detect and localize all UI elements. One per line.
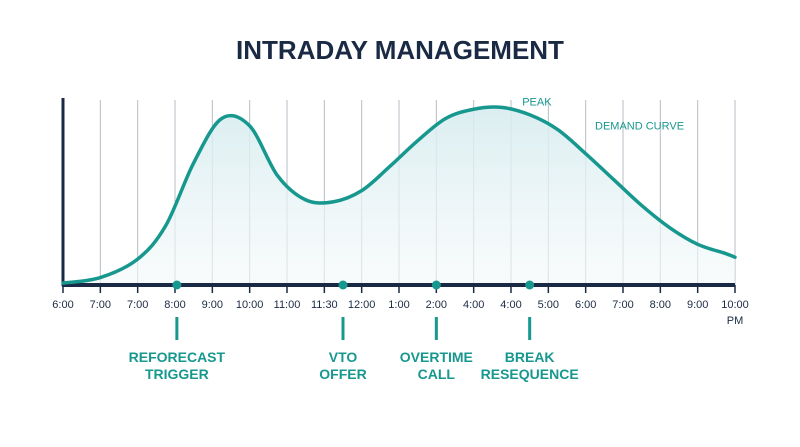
x-tick-label: 11:00 — [274, 299, 301, 311]
x-tick-label: 8:00 — [650, 299, 671, 311]
x-tick-suffix: PM — [727, 315, 744, 327]
x-tick-label: 7:00 — [612, 299, 633, 311]
x-tick-label: 11:30 — [311, 299, 338, 311]
x-tick-label: 5:00 — [538, 299, 559, 311]
event-marker-label: BREAK — [505, 349, 555, 365]
x-tick-label: 10:00 — [236, 299, 264, 311]
x-tick-label: 4:00 — [463, 299, 484, 311]
x-tick-label: 8:00 — [164, 299, 185, 311]
x-tick-label: 7:00 — [90, 299, 111, 311]
event-marker-label: REFORECAST — [129, 349, 226, 365]
demand-area-fill — [63, 107, 735, 286]
event-marker-label: TRIGGER — [145, 366, 209, 382]
event-marker-label: OFFER — [319, 366, 366, 382]
area-fill-layer — [63, 107, 735, 286]
x-tick-label: 6:00 — [575, 299, 596, 311]
curve-layer — [61, 105, 737, 285]
x-tick-label: 4:00 — [500, 299, 521, 311]
event-marker-dot — [431, 280, 441, 290]
x-tick-label: 2:00 — [426, 299, 447, 311]
x-tick-label: 12:00 — [348, 299, 376, 311]
curve-annotations: PEAK DEMAND CURVE — [522, 97, 684, 133]
curve-annotation-label: DEMAND CURVE — [595, 121, 684, 133]
event-marker-label: VTO — [329, 349, 358, 365]
chart-title: INTRADAY MANAGEMENT — [236, 35, 564, 65]
demand-curve-line — [61, 105, 737, 285]
event-marker-dot — [525, 280, 535, 290]
event-marker-label: CALL — [418, 366, 456, 382]
tick-labels: 6:00 7:00 7:00 8:00 9:00 10:00 11:00 11:30 12:00… — [52, 285, 749, 327]
x-tick-label: 1:00 — [388, 299, 409, 311]
event-marker-dot — [338, 280, 348, 290]
event-marker-dot — [172, 280, 182, 290]
event-marker-label: OVERTIME — [400, 349, 473, 365]
x-tick-label: 7:00 — [127, 299, 148, 311]
curve-annotation-label: PEAK — [522, 97, 552, 109]
event-marker-label: RESEQUENCE — [481, 366, 579, 382]
x-tick-label: 6:00 — [52, 299, 73, 311]
x-tick-label: 10:00 — [721, 299, 749, 311]
x-tick-label: 9:00 — [687, 299, 708, 311]
x-tick-label: 9:00 — [202, 299, 223, 311]
